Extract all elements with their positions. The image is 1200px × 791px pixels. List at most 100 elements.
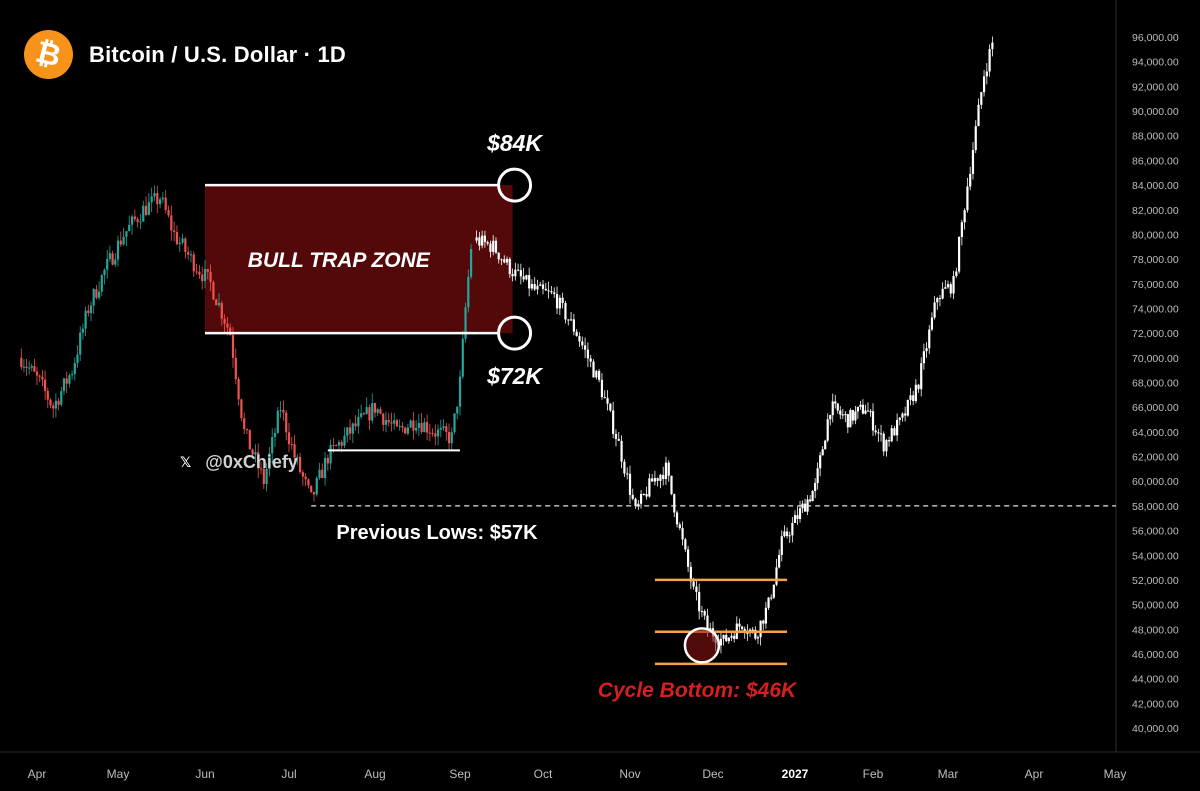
candle-body [231,335,235,358]
candle-body [147,202,150,215]
candle-body [469,248,473,277]
candle-body [450,432,453,444]
candle-body [620,440,623,462]
candle-body [511,273,514,277]
candle-body [262,468,265,485]
candle-body [257,452,260,469]
candle-body [914,384,917,402]
candle-body [991,42,994,50]
candle-body [866,410,870,412]
y-tick-label: 50,000.00 [1132,600,1179,612]
candle-body [245,429,249,431]
candle-body [980,92,983,105]
candle-body [912,395,915,402]
candle-body [885,440,888,452]
candle-body [528,275,531,289]
candle-body [368,407,371,421]
candle-body [898,417,901,420]
zone-bottom-label: $72K [486,363,543,389]
candle-body [673,494,676,513]
candle-body [879,433,883,435]
y-tick-label: 62,000.00 [1132,452,1179,464]
candle-body [382,413,385,425]
candle-body [108,253,111,260]
candle-body [586,349,590,359]
candle-body [780,536,783,555]
y-tick-label: 56,000.00 [1132,526,1179,538]
y-tick-label: 60,000.00 [1132,476,1179,488]
candle-body [52,405,55,409]
candle-body [756,637,760,639]
candle-body [57,400,60,405]
candle-body [821,449,824,456]
x-tick-label: Feb [863,767,884,781]
candle-body [684,539,687,550]
candle-body [890,428,893,442]
candle-body [553,292,556,295]
candle-body [569,319,573,321]
candle-body [46,390,49,400]
candle-body [445,426,448,433]
candle-body [475,237,478,241]
watermark-handle: 𝕏 @0xChiefy [180,452,298,473]
zone-top-marker [497,167,533,203]
candle-body [142,205,145,222]
candle-body [675,512,679,525]
candle-body [481,235,484,246]
candle-body [698,592,701,612]
candle-body [106,259,109,270]
candle-body [387,420,390,423]
candle-body [54,400,57,409]
candle-body [656,478,659,481]
candle-body [326,457,329,464]
candle-body [84,310,87,329]
candle-body [949,284,952,294]
y-tick-label: 54,000.00 [1132,550,1179,562]
candle-body [156,193,159,205]
candle-body [600,379,604,398]
candle-body [95,289,98,298]
candle-body [645,494,648,497]
candle-body [796,515,799,519]
candle-body [846,414,849,428]
candle-body [759,620,762,638]
candle-body [856,406,860,412]
candle-body [966,186,969,211]
candle-body [298,456,302,473]
candle-body [201,274,204,282]
candle-body [930,317,934,330]
candle-body [920,363,923,390]
x-tick-label: Apr [28,767,47,781]
candle-body [100,275,103,292]
candle-body [354,423,357,427]
candle-body [456,406,459,414]
candle-body [550,291,553,293]
candle-body [181,238,184,243]
x-tick-label: Aug [364,767,385,781]
y-tick-label: 46,000.00 [1132,649,1179,661]
candle-body [522,276,525,280]
candle-body [783,531,786,537]
candle-body [561,297,564,303]
candle-body [977,104,980,127]
candle-body [139,221,142,223]
candle-body [362,413,366,415]
candle-body [946,284,950,288]
candle-body [536,285,539,290]
candle-body [678,524,681,529]
candle-body [960,222,963,237]
candle-body [337,442,341,446]
candle-body [581,341,584,346]
candle-body [689,566,692,582]
candle-body [357,416,360,427]
candle-body [318,469,321,478]
candle-body [628,473,632,495]
candle-body [963,210,966,223]
candle-body [167,209,170,216]
candle-body [119,240,122,245]
candle-body [98,291,101,298]
x-logo-icon: 𝕏 [180,454,192,471]
candle-body [836,403,839,411]
candle-body [519,270,522,277]
candle-body [785,531,789,536]
